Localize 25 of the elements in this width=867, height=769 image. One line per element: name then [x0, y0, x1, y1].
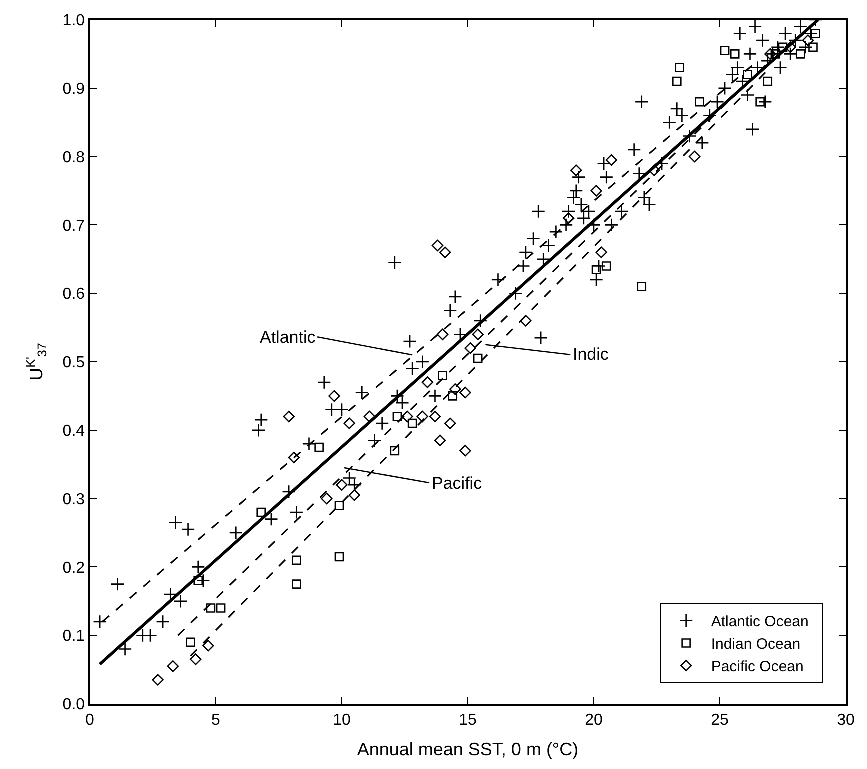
y-tick-label: 0.9	[62, 81, 86, 98]
y-tick-label: 0.4	[62, 423, 86, 440]
y-tick-label: 0.8	[62, 149, 86, 166]
x-axis-title: Annual mean SST, 0 m (°C)	[357, 740, 579, 760]
y-tick-label: 0.0	[62, 696, 86, 714]
legend-label: Indian Ocean	[711, 636, 809, 654]
y-tick-label: 0.1	[62, 628, 86, 646]
y-tick-label: 0.5	[62, 354, 86, 372]
x-tick-label: 20	[585, 712, 603, 729]
x-tick-label: 5	[212, 712, 221, 729]
annotation: Indic	[573, 345, 610, 364]
y-tick-label: 0.2	[62, 560, 86, 577]
x-tick-label: 10	[333, 712, 351, 729]
y-tick-label: 0.7	[62, 218, 86, 235]
x-tick-label: 0	[86, 712, 95, 729]
legend-label: Atlantic Ocean	[711, 614, 818, 631]
x-tick-label: 30	[837, 712, 855, 729]
x-tick-label: 25	[711, 712, 729, 729]
y-tick-label: 0.6	[62, 286, 86, 304]
y-tick-label: 1.0	[62, 12, 86, 30]
annotation: Atlantic	[260, 328, 316, 347]
legend-label: Pacific Ocean	[711, 658, 812, 676]
y-tick-label: 0.3	[62, 491, 86, 508]
annotation: Pacific	[432, 474, 483, 493]
x-tick-label: 15	[459, 712, 477, 729]
